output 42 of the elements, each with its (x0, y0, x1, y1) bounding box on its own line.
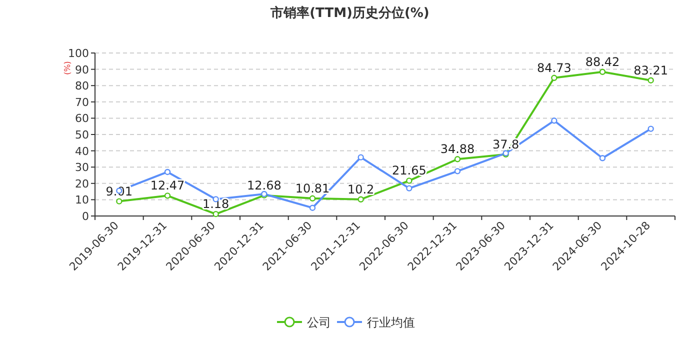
data-label: 21.65 (392, 164, 426, 178)
point (212, 210, 219, 218)
point (648, 77, 654, 84)
chart-title: 市销率(TTM)历史分位(%) (270, 5, 430, 21)
data-label: 83.21 (634, 63, 668, 78)
point (648, 126, 654, 132)
point (116, 198, 122, 204)
point (164, 192, 171, 199)
y-tick-label: 90 (75, 63, 89, 76)
data-label: 34.88 (440, 142, 475, 156)
point (164, 168, 171, 176)
point (599, 155, 606, 162)
y-tick-label: 40 (75, 144, 89, 158)
legend-label: 公司 (307, 316, 331, 330)
y-tick-label: 0 (82, 210, 89, 223)
y-tick-label: 10 (75, 194, 89, 207)
data-label: 12.47 (150, 178, 185, 193)
y-tick-label: 30 (75, 161, 89, 174)
point (358, 154, 364, 160)
y-tick-label: 100 (68, 47, 89, 60)
point (309, 204, 316, 211)
point (309, 195, 316, 202)
point (599, 68, 606, 75)
point (406, 185, 412, 192)
point (551, 74, 558, 81)
y-axis-title: (%) (63, 61, 72, 75)
data-label: 10.81 (295, 181, 330, 196)
data-label: 88.42 (585, 54, 620, 69)
y-tick-label: 60 (75, 112, 89, 126)
point (406, 178, 412, 184)
point (454, 168, 461, 174)
point (551, 118, 558, 124)
y-tick-label: 70 (75, 96, 89, 109)
legend-label: 行业均值 (367, 316, 415, 330)
point (358, 196, 364, 202)
point (454, 156, 461, 162)
data-label: 84.73 (536, 60, 572, 75)
y-tick-label: 50 (75, 128, 89, 142)
y-tick-label: 20 (75, 177, 89, 190)
data-label: 10.2 (347, 182, 374, 196)
data-label: 12.68 (246, 178, 282, 192)
y-tick-label: 80 (75, 80, 89, 93)
